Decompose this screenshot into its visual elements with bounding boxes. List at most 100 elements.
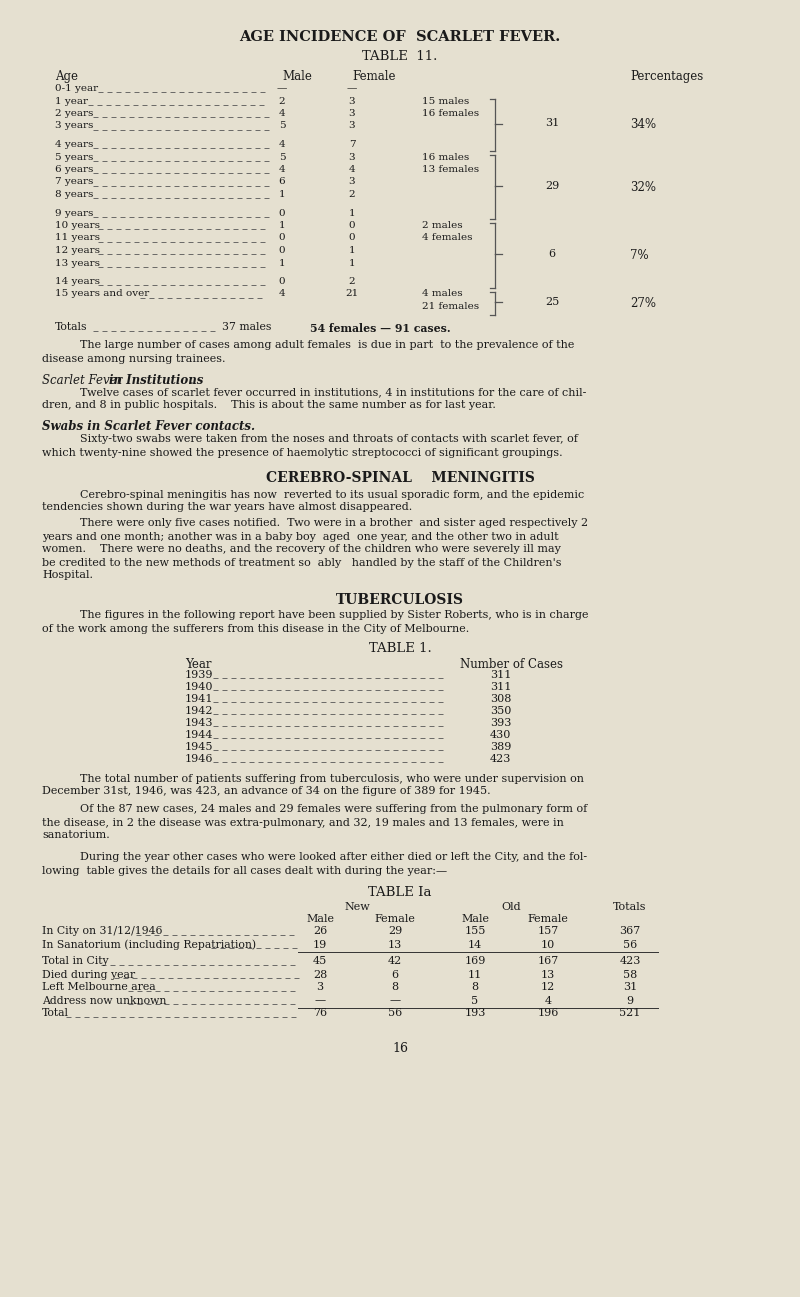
Text: Of the 87 new cases, 24 males and 29 females were suffering from the pulmonary f: Of the 87 new cases, 24 males and 29 fem… xyxy=(80,804,587,815)
Text: 0: 0 xyxy=(278,233,286,243)
Text: 14: 14 xyxy=(468,939,482,949)
Text: Address now unknown: Address now unknown xyxy=(42,996,166,1005)
Text: 13 females: 13 females xyxy=(422,165,479,174)
Text: 15 males: 15 males xyxy=(422,96,470,105)
Text: —: — xyxy=(347,84,357,93)
Text: 0: 0 xyxy=(278,278,286,287)
Text: 9: 9 xyxy=(626,996,634,1005)
Text: Twelve cases of scarlet fever occurred in institutions, 4 in institutions for th: Twelve cases of scarlet fever occurred i… xyxy=(80,388,586,397)
Text: sanatorium.: sanatorium. xyxy=(42,830,110,840)
Text: Hospital.: Hospital. xyxy=(42,571,93,581)
Text: Female: Female xyxy=(374,913,415,923)
Text: 5: 5 xyxy=(278,122,286,131)
Text: 6: 6 xyxy=(549,249,555,259)
Text: 1: 1 xyxy=(349,246,355,256)
Text: 32%: 32% xyxy=(630,180,656,193)
Text: 31: 31 xyxy=(545,118,559,128)
Text: Male: Male xyxy=(306,913,334,923)
Text: 4: 4 xyxy=(278,140,286,149)
Text: 3: 3 xyxy=(349,122,355,131)
Text: 28: 28 xyxy=(313,969,327,979)
Text: 1945: 1945 xyxy=(185,742,214,751)
Text: 169: 169 xyxy=(464,956,486,966)
Text: 54 females — 91 cases.: 54 females — 91 cases. xyxy=(310,323,450,333)
Text: 1939: 1939 xyxy=(185,669,214,680)
Text: In Sanatorium (including Repatriation): In Sanatorium (including Repatriation) xyxy=(42,939,256,951)
Text: New: New xyxy=(345,901,370,912)
Text: 4: 4 xyxy=(349,165,355,174)
Text: Male: Male xyxy=(282,70,312,83)
Text: Total: Total xyxy=(42,1009,69,1018)
Text: 367: 367 xyxy=(619,926,641,936)
Text: 389: 389 xyxy=(490,742,511,751)
Text: 4 males: 4 males xyxy=(422,289,462,298)
Text: Old: Old xyxy=(502,901,522,912)
Text: 7: 7 xyxy=(349,140,355,149)
Text: The total number of patients suffering from tuberculosis, who were under supervi: The total number of patients suffering f… xyxy=(80,773,584,783)
Text: —: — xyxy=(314,996,326,1005)
Text: 76: 76 xyxy=(313,1009,327,1018)
Text: 3: 3 xyxy=(349,109,355,118)
Text: 14 years: 14 years xyxy=(55,278,100,287)
Text: 25: 25 xyxy=(545,297,559,307)
Text: 4: 4 xyxy=(278,109,286,118)
Text: TUBERCULOSIS: TUBERCULOSIS xyxy=(336,593,464,607)
Text: 1943: 1943 xyxy=(185,717,214,728)
Text: 1941: 1941 xyxy=(185,694,214,703)
Text: Number of Cases: Number of Cases xyxy=(460,658,563,671)
Text: the disease, in 2 the disease was extra-pulmonary, and 32, 19 males and 13 femal: the disease, in 2 the disease was extra-… xyxy=(42,817,564,827)
Text: .: . xyxy=(190,374,194,387)
Text: 16 males: 16 males xyxy=(422,153,470,162)
Text: 3: 3 xyxy=(317,983,323,992)
Text: 56: 56 xyxy=(623,939,637,949)
Text: 1 year: 1 year xyxy=(55,96,88,105)
Text: —: — xyxy=(390,996,401,1005)
Text: 7%: 7% xyxy=(630,249,649,262)
Text: 27%: 27% xyxy=(630,297,656,310)
Text: 13: 13 xyxy=(541,969,555,979)
Text: 58: 58 xyxy=(623,969,637,979)
Text: disease among nursing trainees.: disease among nursing trainees. xyxy=(42,354,226,363)
Text: 8 years: 8 years xyxy=(55,189,94,198)
Text: There were only five cases notified.  Two were in a brother  and sister aged res: There were only five cases notified. Two… xyxy=(80,519,588,528)
Text: 193: 193 xyxy=(464,1009,486,1018)
Text: 2 males: 2 males xyxy=(422,220,462,230)
Text: 11: 11 xyxy=(468,969,482,979)
Text: 1940: 1940 xyxy=(185,681,214,691)
Text: 4: 4 xyxy=(545,996,551,1005)
Text: 37 males: 37 males xyxy=(222,323,271,332)
Text: The figures in the following report have been supplied by Sister Roberts, who is: The figures in the following report have… xyxy=(80,611,589,620)
Text: CEREBRO-SPINAL    MENINGITIS: CEREBRO-SPINAL MENINGITIS xyxy=(266,472,534,485)
Text: The large number of cases among adult females  is due in part  to the prevalence: The large number of cases among adult fe… xyxy=(80,341,574,350)
Text: December 31st, 1946, was 423, an advance of 34 on the figure of 389 for 1945.: December 31st, 1946, was 423, an advance… xyxy=(42,786,490,796)
Text: 8: 8 xyxy=(471,983,478,992)
Text: 157: 157 xyxy=(538,926,558,936)
Text: Died during year: Died during year xyxy=(42,969,135,979)
Text: 521: 521 xyxy=(619,1009,641,1018)
Text: 1: 1 xyxy=(278,189,286,198)
Text: 13: 13 xyxy=(388,939,402,949)
Text: 0: 0 xyxy=(349,233,355,243)
Text: 5 years: 5 years xyxy=(55,153,94,162)
Text: 31: 31 xyxy=(623,983,637,992)
Text: Total in City: Total in City xyxy=(42,956,109,966)
Text: 1: 1 xyxy=(349,258,355,267)
Text: Percentages: Percentages xyxy=(630,70,703,83)
Text: 16 females: 16 females xyxy=(422,109,479,118)
Text: 1944: 1944 xyxy=(185,729,214,739)
Text: 4: 4 xyxy=(278,289,286,298)
Text: 1: 1 xyxy=(349,209,355,218)
Text: in Institutions: in Institutions xyxy=(109,374,203,387)
Text: dren, and 8 in public hospitals.    This is about the same number as for last ye: dren, and 8 in public hospitals. This is… xyxy=(42,401,496,410)
Text: 155: 155 xyxy=(464,926,486,936)
Text: 26: 26 xyxy=(313,926,327,936)
Text: 3: 3 xyxy=(349,178,355,187)
Text: TABLE Ia: TABLE Ia xyxy=(368,886,432,899)
Text: Swabs in Scarlet Fever contacts.: Swabs in Scarlet Fever contacts. xyxy=(42,420,255,433)
Text: 29: 29 xyxy=(388,926,402,936)
Text: 45: 45 xyxy=(313,956,327,966)
Text: 196: 196 xyxy=(538,1009,558,1018)
Text: 423: 423 xyxy=(619,956,641,966)
Text: 308: 308 xyxy=(490,694,511,703)
Text: 3 years: 3 years xyxy=(55,122,94,131)
